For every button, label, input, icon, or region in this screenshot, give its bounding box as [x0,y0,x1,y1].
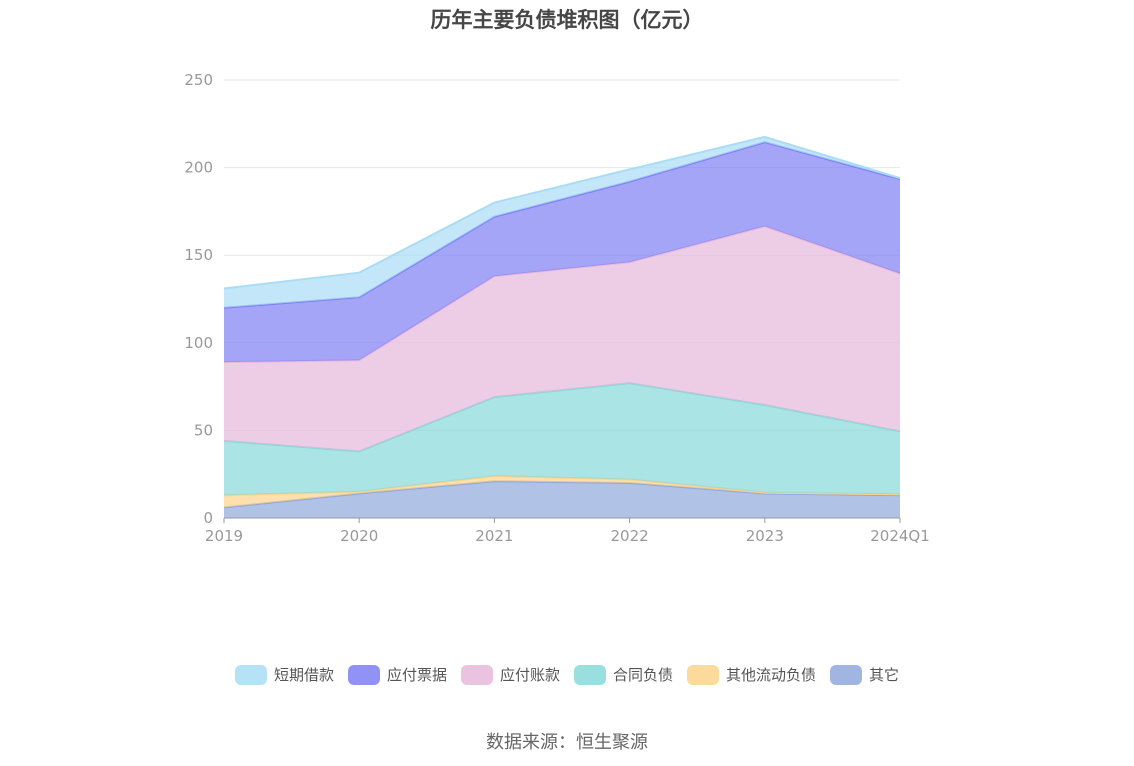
area-series-edge [223,135,901,290]
area-series [224,481,900,518]
legend-item[interactable]: 合同负债 [574,664,673,685]
legend-item[interactable]: 应付票据 [347,664,447,685]
y-tick-label: 100 [184,334,213,352]
legend-swatch [687,664,720,685]
legend-label: 其它 [869,666,900,684]
legend-label: 应付账款 [499,666,560,684]
legend-label: 短期借款 [273,666,334,684]
legend-swatch [460,664,493,685]
x-tick-label: 2021 [475,527,513,545]
area-series-edge [223,382,901,453]
legend-label: 其他流动负债 [726,666,817,684]
y-tick-label: 50 [194,421,213,439]
y-tick-label: 0 [203,509,213,527]
legend-label: 应付票据 [386,666,447,684]
y-tick-label: 250 [184,71,213,89]
x-tick-label: 2020 [340,527,378,545]
legend: 短期借款 应付票据 应付账款 合同负债 其他流动负债 其它 [0,664,1134,685]
chart-title: 历年主要负债堆积图（亿元） [430,8,704,32]
legend-swatch [347,664,380,685]
legend-swatch [574,664,606,685]
legend-item[interactable]: 其它 [830,664,899,685]
y-tick-label: 150 [184,246,213,264]
area-series [224,383,900,496]
legend-item[interactable]: 其他流动负债 [687,664,816,685]
x-tick-label: 2023 [746,527,784,545]
area-series-edge [223,225,901,364]
area-series [224,142,900,363]
area-series [224,136,900,308]
x-tick-label: 2022 [611,527,649,545]
legend-swatch [234,664,267,685]
area-series [224,226,900,452]
legend-item[interactable]: 应付账款 [460,664,560,685]
chart-plot: 0 50 100 150 200 250 2019 2020 2021 2022 2023 2024Q… [184,71,929,545]
x-tick-label: 2024Q1 [870,527,930,545]
axes: 0 50 100 150 200 250 2019 2020 2021 2022 2023 2024Q… [184,71,929,545]
x-tick-label: 2019 [205,527,243,545]
source-note: 数据来源：恒生聚源 [486,732,648,753]
stacked-areas [223,135,901,518]
legend-item[interactable]: 短期借款 [234,664,334,685]
y-tick-label: 200 [184,159,213,177]
legend-swatch [830,664,863,685]
legend-label: 合同负债 [613,666,674,684]
